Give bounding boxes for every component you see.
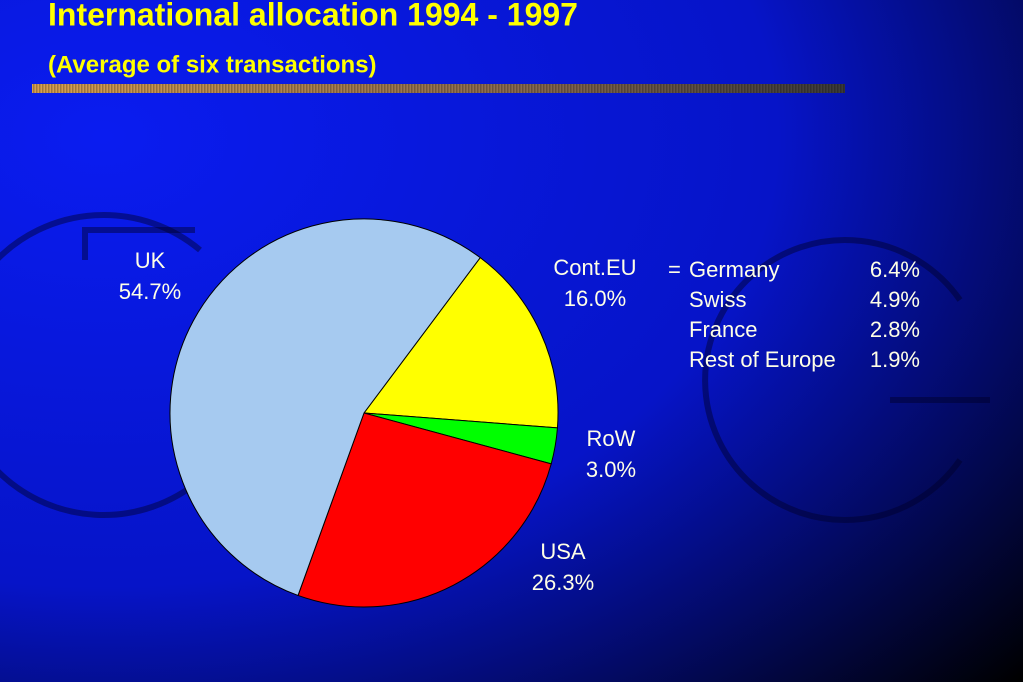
breakdown-value: 2.8% <box>870 317 920 342</box>
slice-label: Cont.EU <box>553 255 636 280</box>
breakdown-value: 1.9% <box>870 347 920 372</box>
slice-value-label: 16.0% <box>564 286 626 311</box>
pie-slice <box>169 218 481 597</box>
chart-title: International allocation 1994 - 1997 <box>48 0 578 32</box>
breakdown-label: France <box>689 317 757 342</box>
slice-value-label: 26.3% <box>532 570 594 595</box>
logo-watermark <box>0 212 990 523</box>
slice-value-label: 3.0% <box>586 457 636 482</box>
breakdown-label: Swiss <box>689 287 746 312</box>
breakdown-prefix: = <box>668 257 681 282</box>
pie-slice <box>363 256 559 429</box>
slice-value-label: 54.7% <box>119 279 181 304</box>
breakdown-value: 6.4% <box>870 257 920 282</box>
slice-label: RoW <box>587 426 636 451</box>
title-rule-texture <box>32 84 845 93</box>
slice-label: UK <box>135 248 166 273</box>
breakdown-label: Rest of Europe <box>689 347 836 372</box>
breakdown-value: 4.9% <box>870 287 920 312</box>
chart-subtitle: (Average of six transactions) <box>48 51 377 78</box>
pie-slice <box>297 412 552 608</box>
breakdown-label: Germany <box>689 257 779 282</box>
slice-label: USA <box>540 539 586 564</box>
